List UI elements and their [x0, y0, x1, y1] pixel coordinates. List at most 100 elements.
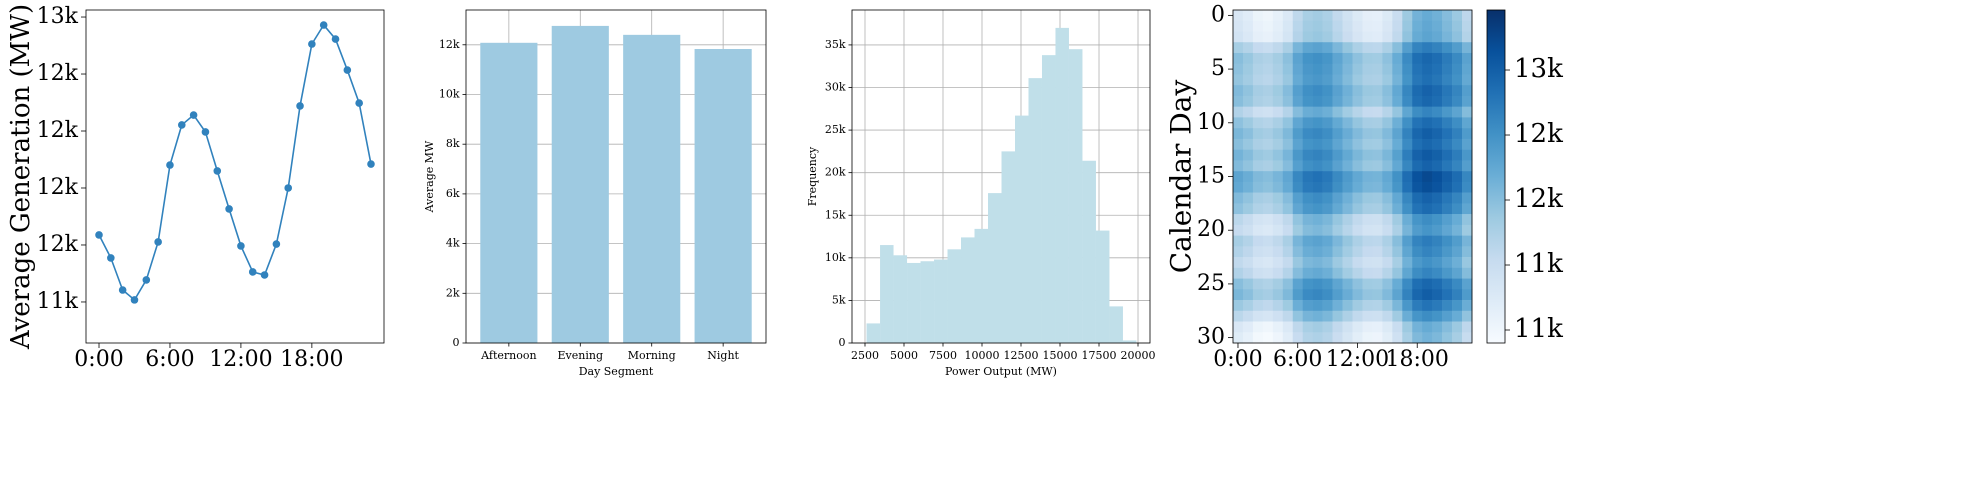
heatmap-cell	[1233, 246, 1244, 258]
y-tick-label: 0	[839, 336, 846, 349]
heatmap-cell	[1462, 203, 1473, 215]
heatmap-cell	[1282, 181, 1294, 193]
heatmap-cell	[1452, 246, 1463, 258]
heatmap-cell	[1272, 20, 1284, 32]
y-tick-label: 8k	[446, 137, 460, 150]
heatmap-cell	[1282, 203, 1294, 215]
heatmap-cell	[1372, 310, 1383, 322]
heatmap-cell	[1262, 257, 1274, 269]
heatmap-cell	[1242, 128, 1254, 140]
heatmap-cell	[1342, 203, 1353, 215]
heatmap-cell	[1242, 246, 1254, 258]
data-point	[130, 296, 139, 304]
heatmap-cell	[1422, 149, 1433, 161]
data-point	[343, 66, 352, 74]
heatmap-cell	[1372, 128, 1383, 140]
x-tick-label: 12:00	[1326, 347, 1389, 372]
heatmap-cell	[1322, 106, 1333, 118]
y-tick-label: 25k	[825, 123, 846, 136]
heatmap-cell	[1392, 332, 1403, 344]
heatmap-cell	[1422, 74, 1433, 86]
heatmap-cell	[1412, 300, 1423, 312]
heatmap-cell	[1302, 310, 1313, 322]
heatmap-cell	[1432, 85, 1443, 97]
heatmap-cell	[1233, 321, 1244, 333]
heatmap-cell	[1382, 310, 1393, 322]
heatmap-cell	[1233, 203, 1244, 215]
heatmap-cell	[1362, 52, 1373, 65]
heatmap-cell	[1262, 52, 1274, 65]
heatmap-cell	[1452, 203, 1463, 215]
heatmap-cell	[1412, 214, 1423, 226]
heatmap-cell	[1233, 300, 1244, 312]
heatmap-cell	[1302, 246, 1313, 258]
heatmap-cell	[1362, 235, 1373, 247]
data-point	[225, 205, 233, 213]
heatmap-cell	[1362, 310, 1373, 322]
colorbar-tick-label: 12k	[1514, 119, 1563, 149]
bar	[694, 49, 752, 343]
heatmap-cell	[1442, 321, 1453, 333]
heatmap-cell	[1352, 310, 1363, 322]
y-tick-label: 12k	[37, 232, 79, 257]
heatmap-cell	[1332, 74, 1343, 86]
heatmap-cell	[1332, 10, 1343, 22]
heatmap-cell	[1332, 214, 1343, 226]
y-tick-label: 4k	[446, 237, 460, 250]
heatmap-cell	[1432, 106, 1443, 118]
heatmap-cell	[1412, 310, 1423, 322]
heatmap-cell	[1412, 74, 1423, 86]
heatmap-cell	[1272, 138, 1284, 150]
heatmap-cell	[1332, 117, 1343, 129]
bar	[623, 34, 681, 344]
heatmap-cell	[1462, 10, 1473, 22]
heatmap-cell	[1252, 149, 1264, 161]
panel: 0 5k 10k 15k 20k 25k 30k 35k 2500 5000 7500 10000 12…	[806, 9, 1156, 378]
heatmap-cell	[1322, 235, 1333, 247]
heatmap-cell	[1242, 289, 1254, 301]
x-axis-label: Power Output (MW)	[945, 365, 1057, 378]
heatmap-cell	[1233, 10, 1244, 22]
heatmap-cell	[1262, 10, 1274, 22]
heatmap-cell	[1312, 192, 1323, 204]
heatmap-cell	[1462, 224, 1473, 236]
histogram-bar	[961, 237, 975, 343]
heatmap-cell	[1302, 224, 1313, 236]
heatmap-cell	[1412, 42, 1423, 54]
heatmap-cell	[1452, 224, 1463, 236]
heatmap-cell	[1233, 128, 1244, 140]
heatmap-cell	[1382, 10, 1393, 22]
heatmap-cell	[1382, 42, 1393, 54]
heatmap-cell	[1382, 257, 1393, 269]
heatmap-cell	[1432, 171, 1443, 183]
heatmap-cell	[1382, 117, 1393, 129]
heatmap-cell	[1352, 267, 1363, 279]
heatmap-cell	[1272, 300, 1284, 312]
heatmap-cell	[1342, 20, 1353, 32]
heatmap-cell	[1312, 138, 1323, 150]
heatmap-cell	[1332, 224, 1343, 236]
heatmap-cell	[1462, 31, 1473, 43]
y-tick-label: 30k	[825, 81, 846, 94]
heatmap-cell	[1412, 267, 1423, 279]
panel: 11k 12k 12k 12k 12k 13k 0:00 6:00 12:00 18:00 Aver…	[6, 4, 385, 372]
heatmap-cell	[1382, 95, 1393, 107]
heatmap-cell	[1392, 224, 1403, 236]
heatmap-cell	[1432, 181, 1443, 193]
heatmap-cell	[1292, 171, 1304, 183]
heatmap-cell	[1272, 85, 1284, 97]
heatmap-cell	[1422, 289, 1433, 301]
heatmap-cell	[1282, 192, 1294, 204]
heatmap-cell	[1282, 128, 1294, 140]
heatmap-cell	[1392, 31, 1403, 43]
heatmap-cell	[1452, 95, 1463, 107]
heatmap-cell	[1382, 149, 1393, 161]
heatmap-cell	[1392, 149, 1403, 161]
data-point	[355, 99, 363, 107]
heatmap-cell	[1452, 149, 1463, 161]
heatmap-cell	[1262, 300, 1274, 312]
heatmap-cell	[1242, 160, 1254, 172]
heatmap-cell	[1462, 52, 1473, 65]
heatmap-cell	[1382, 278, 1393, 290]
heatmap-cell	[1332, 203, 1343, 215]
